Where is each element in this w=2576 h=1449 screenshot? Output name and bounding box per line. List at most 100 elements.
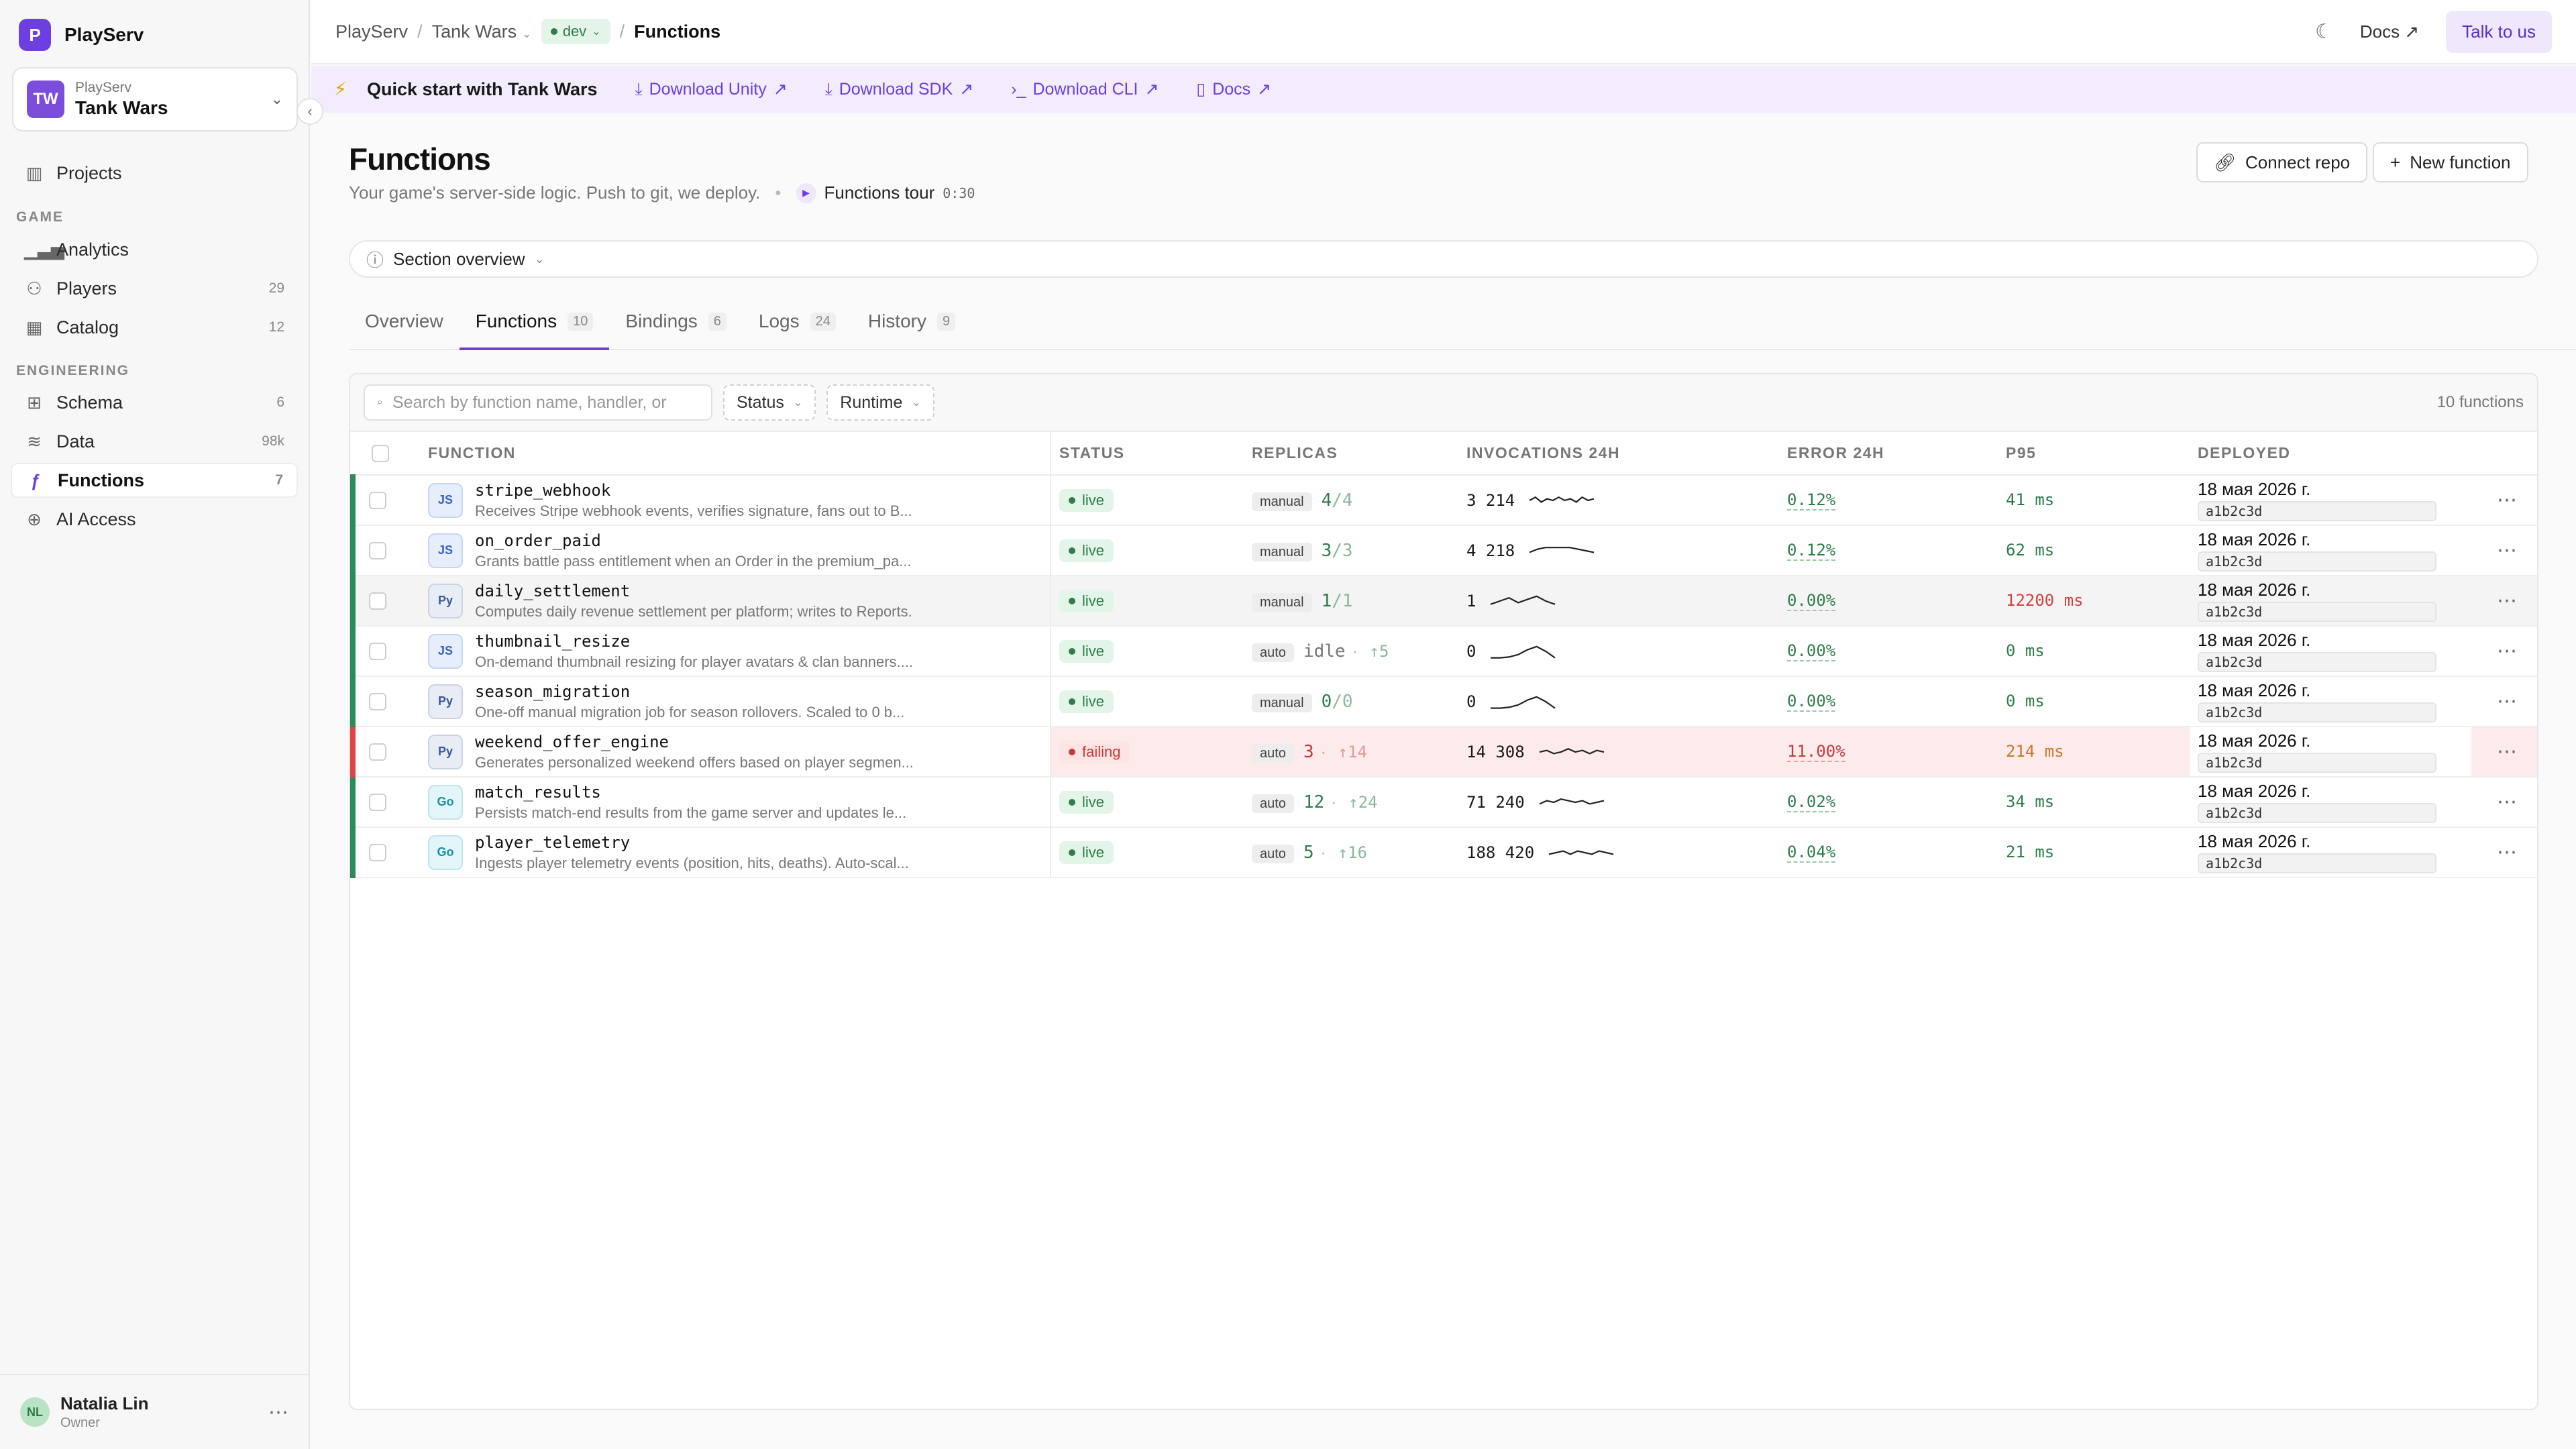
scaling-mode-badge: auto <box>1252 844 1294 863</box>
user-menu[interactable]: NL Natalia Lin Owner ⋯ <box>0 1374 309 1449</box>
sidebar-item-count: 12 <box>268 319 284 335</box>
table-row[interactable]: Py weekend_offer_engine Generates personal… <box>350 727 2537 777</box>
theme-toggle-icon[interactable]: ☾ <box>2315 20 2333 43</box>
row-menu-icon[interactable]: ⋯ <box>2471 676 2537 727</box>
row-menu-icon[interactable]: ⋯ <box>2471 576 2537 627</box>
row-checkbox[interactable] <box>369 492 386 510</box>
docs-link[interactable]: Docs ↗ <box>2359 21 2420 42</box>
breadcrumb-item[interactable]: Tank Wars ⌄ <box>431 21 532 42</box>
deployed-date: 18 мая 2026 г. <box>2198 479 2311 499</box>
search-input[interactable] <box>392 392 688 413</box>
download-unity-link[interactable]: ⤓ Download Unity ↗ <box>635 79 788 99</box>
function-name[interactable]: on_order_paid <box>475 531 601 550</box>
table-row[interactable]: Go match_results Persists match-end result… <box>350 777 2537 828</box>
commit-sha[interactable]: a1b2c3d <box>2198 602 2436 622</box>
table-row[interactable]: Go player_telemetry Ingests player telemet… <box>350 827 2537 878</box>
function-name[interactable]: thumbnail_resize <box>475 631 631 651</box>
sidebar-item-functions[interactable]: ƒ Functions 7 <box>11 463 298 498</box>
project-switcher[interactable]: TW PlayServ Tank Wars ⌄ <box>12 67 298 131</box>
table-row[interactable]: Py daily_settlement Computes daily revenue… <box>350 576 2537 627</box>
tab-logs[interactable]: Logs 24 <box>743 294 852 349</box>
scaling-mode-badge: manual <box>1252 693 1312 712</box>
table-row[interactable]: JS on_order_paid Grants battle pass entitl… <box>350 525 2537 576</box>
row-checkbox[interactable] <box>369 542 386 560</box>
table-row[interactable]: Py season_migration One-off manual migrati… <box>350 676 2537 727</box>
functions-tour-link[interactable]: ▶ Functions tour 0:30 <box>796 182 975 203</box>
row-menu-icon[interactable]: ⋯ <box>2471 475 2537 526</box>
scaling-mode-badge: manual <box>1252 542 1312 561</box>
column-header-replicas[interactable]: REPLICAS <box>1244 432 1458 476</box>
status-filter[interactable]: Status ⌄ <box>723 384 816 421</box>
download-sdk-link[interactable]: ⤓ Download SDK ↗ <box>824 79 974 99</box>
talk-to-us-button[interactable]: Talk to us <box>2446 10 2552 53</box>
row-menu-icon[interactable]: ⋯ <box>2471 827 2537 878</box>
commit-sha[interactable]: a1b2c3d <box>2198 551 2436 572</box>
commit-sha[interactable]: a1b2c3d <box>2198 753 2436 773</box>
row-checkbox[interactable] <box>369 643 386 661</box>
row-checkbox[interactable] <box>369 794 386 812</box>
sidebar-section-game: GAME <box>16 209 64 225</box>
banner-docs-link[interactable]: ▯ Docs ↗ <box>1196 79 1272 99</box>
column-header-function[interactable]: FUNCTION <box>420 432 1051 476</box>
column-header-status[interactable]: STATUS <box>1051 432 1244 476</box>
column-header-p95[interactable]: P95 <box>1998 432 2190 476</box>
section-overview-toggle[interactable]: ⓘ Section overview ⌄ <box>349 240 2538 278</box>
runtime-badge: JS <box>428 633 463 669</box>
download-cli-link[interactable]: ›_ Download CLI ↗ <box>1011 79 1159 99</box>
env-badge[interactable]: dev ⌄ <box>541 19 610 44</box>
commit-sha[interactable]: a1b2c3d <box>2198 803 2436 823</box>
function-name[interactable]: season_migration <box>475 682 631 701</box>
select-all-checkbox[interactable] <box>372 445 389 463</box>
row-checkbox[interactable] <box>369 844 386 862</box>
row-checkbox[interactable] <box>369 592 386 610</box>
tab-bindings[interactable]: Bindings 6 <box>609 294 743 349</box>
collapse-sidebar-button[interactable]: ‹ <box>297 98 323 125</box>
runtime-badge: Py <box>428 684 463 719</box>
project-org: PlayServ <box>75 80 132 95</box>
row-checkbox[interactable] <box>369 743 386 761</box>
invocations-value: 14 308 <box>1466 742 1525 761</box>
sidebar-item-players[interactable]: ⚇ Players 29 <box>11 271 298 306</box>
more-icon[interactable]: ⋯ <box>268 1401 288 1424</box>
table-row[interactable]: JS stripe_webhook Receives Stripe webhook … <box>350 475 2537 526</box>
brand[interactable]: P PlayServ <box>19 19 144 51</box>
row-menu-icon[interactable]: ⋯ <box>2471 727 2537 777</box>
sparkline <box>1539 798 1604 805</box>
function-description: Ingests player telemetry events (positio… <box>475 854 909 871</box>
tab-history[interactable]: History 9 <box>852 294 971 349</box>
function-name[interactable]: stripe_webhook <box>475 480 611 500</box>
row-menu-icon[interactable]: ⋯ <box>2471 525 2537 576</box>
column-header-deployed[interactable]: DEPLOYED <box>2190 432 2471 476</box>
commit-sha[interactable]: a1b2c3d <box>2198 652 2436 672</box>
sidebar-item-ai-access[interactable]: ⊕ AI Access <box>11 502 298 537</box>
sidebar-item-catalog[interactable]: ▦ Catalog 12 <box>11 310 298 345</box>
sidebar-item-analytics[interactable]: ▁▃▅ Analytics <box>11 232 298 267</box>
row-checkbox[interactable] <box>369 693 386 711</box>
runtime-badge: JS <box>428 482 463 518</box>
breadcrumb-item[interactable]: PlayServ <box>335 21 409 42</box>
tab-overview[interactable]: Overview <box>365 311 443 331</box>
column-header-invocations[interactable]: INVOCATIONS 24H <box>1458 432 1779 476</box>
invocations-value: 188 420 <box>1466 843 1535 862</box>
column-header-error[interactable]: ERROR 24H <box>1779 432 1998 476</box>
function-name[interactable]: player_telemetry <box>475 833 631 852</box>
function-name[interactable]: match_results <box>475 782 601 802</box>
sparkline <box>1529 546 1595 553</box>
sidebar-item-data[interactable]: ≋ Data 98k <box>11 424 298 459</box>
deployed-date: 18 мая 2026 г. <box>2198 731 2311 751</box>
new-function-button[interactable]: + New function <box>2373 142 2528 182</box>
commit-sha[interactable]: a1b2c3d <box>2198 501 2436 521</box>
row-menu-icon[interactable]: ⋯ <box>2471 626 2537 677</box>
table-row[interactable]: JS thumbnail_resize On-demand thumbnail re… <box>350 626 2537 677</box>
tab-functions[interactable]: Functions 10 <box>459 294 610 350</box>
commit-sha[interactable]: a1b2c3d <box>2198 702 2436 722</box>
row-menu-icon[interactable]: ⋯ <box>2471 777 2537 828</box>
connect-repo-button[interactable]: 🔗︎ Connect repo <box>2196 142 2368 182</box>
search-field[interactable]: ⌕ <box>364 384 712 421</box>
sidebar-item-projects[interactable]: ▥ Projects <box>11 156 298 191</box>
runtime-filter[interactable]: Runtime ⌄ <box>826 384 934 421</box>
sidebar-item-schema[interactable]: ⊞ Schema 6 <box>11 385 298 420</box>
function-name[interactable]: weekend_offer_engine <box>475 732 669 751</box>
commit-sha[interactable]: a1b2c3d <box>2198 853 2436 873</box>
function-name[interactable]: daily_settlement <box>475 581 631 600</box>
